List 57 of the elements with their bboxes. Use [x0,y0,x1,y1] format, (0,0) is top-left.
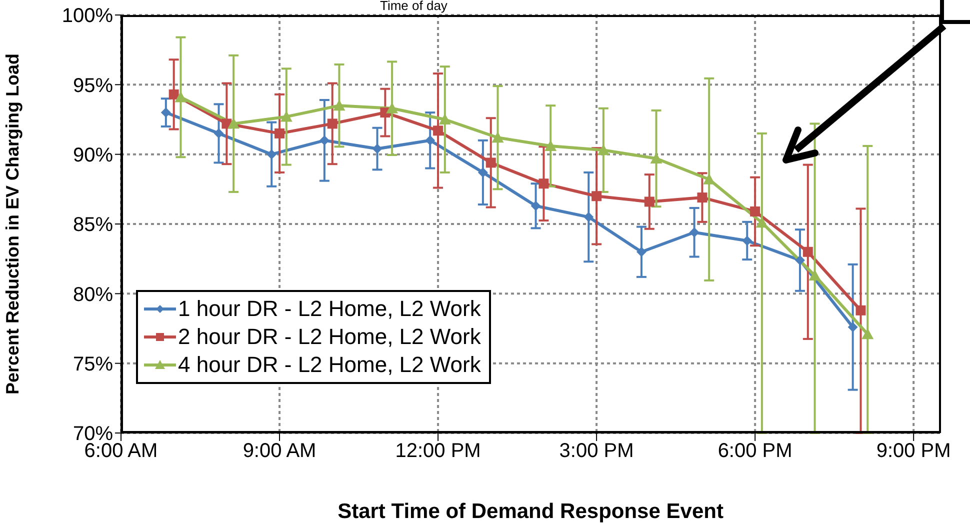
legend-label: 1 hour DR - L2 Home, L2 Work [178,295,481,323]
y-tick-label: 100% [62,5,114,28]
point [530,200,541,211]
point [492,132,504,143]
point [750,206,760,216]
point [538,178,549,189]
x-tick-label: 9:00 PM [876,440,951,462]
point [174,91,187,102]
point [584,212,594,222]
y-tick-label: 75% [72,353,114,376]
point [848,322,858,332]
x-tick-label: 6:00 AM [84,440,158,462]
point [319,135,330,146]
point [808,270,821,281]
y-tick-label: 80% [72,284,114,306]
point [644,196,654,207]
point [862,328,874,340]
point [386,102,398,114]
point [214,128,224,138]
point [650,152,662,164]
y-tick-label: 95% [72,74,114,97]
point [478,167,488,178]
y-axis-title: Percent Reduction in EV Charging Load [2,53,22,395]
point [433,126,444,136]
point [438,114,451,124]
point [756,216,768,228]
point [856,305,866,316]
x-tick-label: 9:00 AM [242,440,316,462]
point [697,192,708,203]
point [597,144,610,156]
point [544,140,557,151]
x-tick-label: 12:00 PM [395,440,481,462]
point [228,118,240,129]
point [160,108,171,118]
point [742,236,752,246]
point [327,118,338,129]
x-tick-label: 6:00 PM [718,440,792,462]
x-axis-title: Start Time of Demand Response Event [338,500,724,523]
point [333,100,346,111]
point [794,255,805,266]
point [636,246,646,257]
y-tick-label: 90% [72,144,114,166]
point [592,191,602,202]
legend-label: 4 hour DR - L2 Home, L2 Work [178,351,481,379]
point [274,128,285,138]
point [280,110,292,122]
point [266,149,277,160]
point [802,246,813,257]
point [372,144,382,154]
point [425,135,436,146]
x-tick-label: 3:00 PM [559,440,634,462]
text: Time of day [380,0,448,13]
point [168,89,179,100]
legend-label: 2 hour DR - L2 Home, L2 Work [178,323,481,351]
y-tick-label: 85% [72,214,114,236]
point [486,158,496,168]
point [689,227,700,238]
